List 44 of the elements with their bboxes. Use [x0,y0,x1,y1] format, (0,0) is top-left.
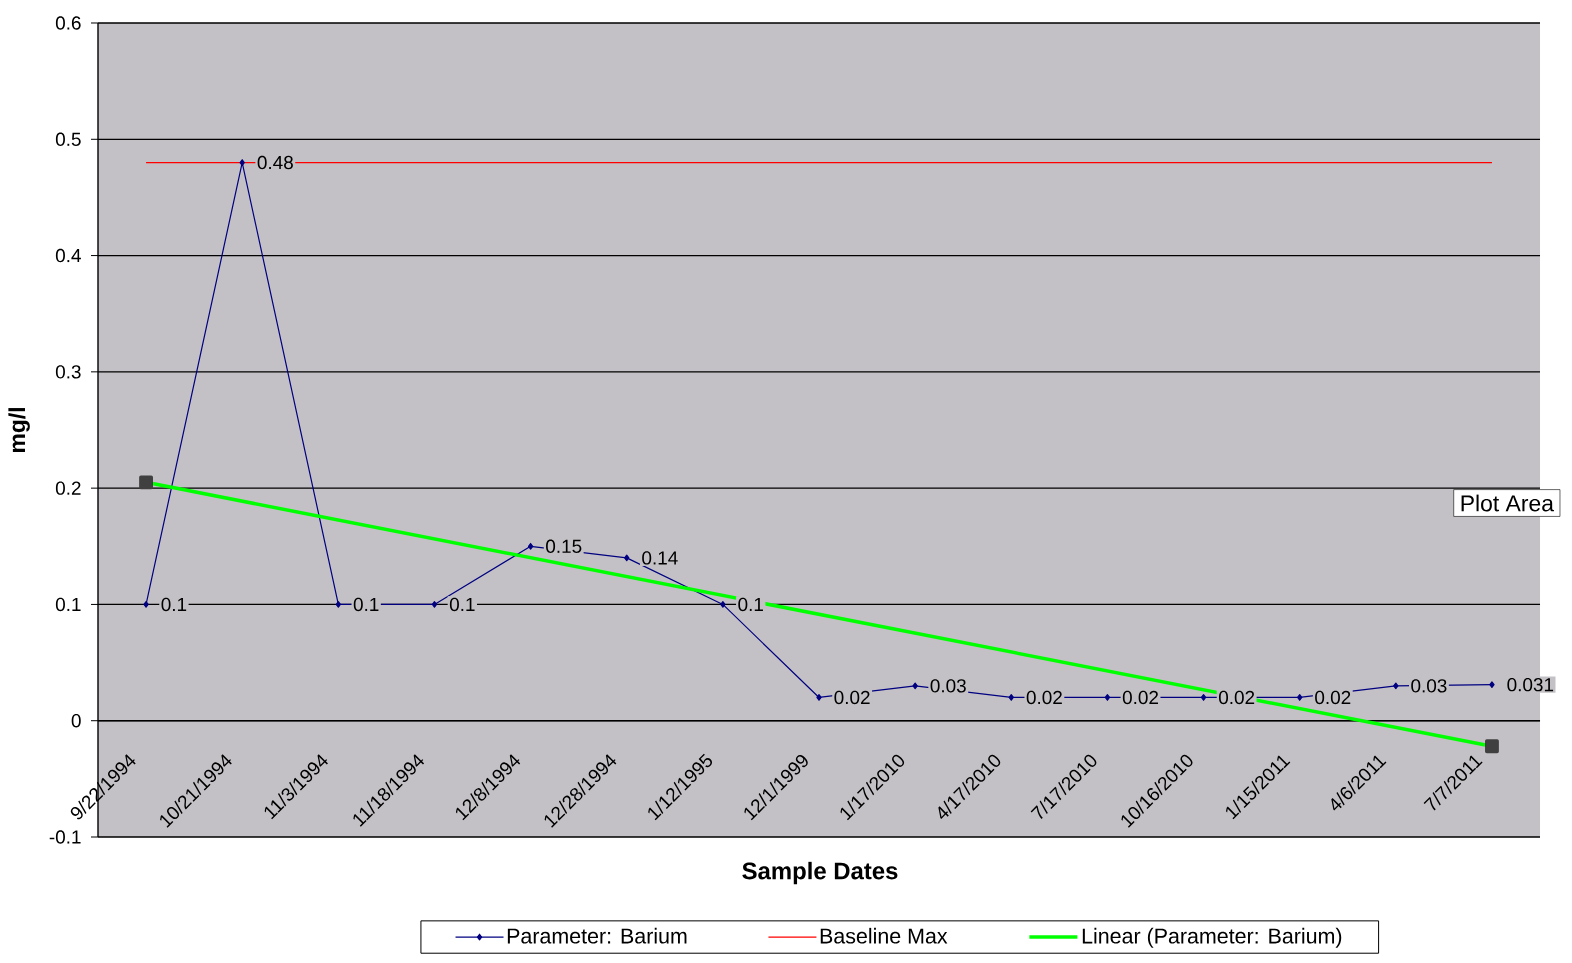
point [431,601,438,608]
data-label: 0.03 [1411,679,1447,693]
point [1104,694,1111,701]
data-label: 0.02 [1315,690,1351,705]
point [1489,681,1495,689]
data-label: 0.031 [1507,677,1554,692]
data-label: 0.15 [546,539,582,553]
point [624,554,630,562]
legend-label: Parameter: Barium [507,927,687,944]
data-label: 0.48 [257,155,293,170]
data-label: 0.1 [449,597,475,612]
y-tick-label: 0.4 [55,248,81,263]
data-label: 0.03 [930,679,966,693]
data-label: 0.1 [353,597,379,612]
point [335,601,342,608]
y-tick-label: 0.5 [55,132,81,146]
data-label: 0.02 [834,690,870,705]
y-axis-title: mg/l [8,408,30,453]
point [720,601,726,608]
point [143,601,149,608]
data-label: 0.02 [1026,690,1062,705]
point [1393,682,1399,690]
y-tick-label: -0.1 [49,830,81,844]
y-tick-label: 0.2 [55,481,81,495]
data-label: 0.1 [161,597,187,612]
point [239,159,245,166]
data-label: 0.02 [1218,690,1255,705]
data-label: 0.1 [738,597,763,612]
point [1008,694,1014,701]
legend-label: Baseline Max [820,927,948,944]
point [912,682,918,690]
x-axis-title: Sample Dates [742,861,898,885]
legend-label: Linear (Parameter: Barium) [1082,927,1342,948]
y-tick-label: 0.3 [55,365,81,379]
y-tick-label: 0 [71,714,81,728]
y-tick-label: 0.6 [55,16,81,30]
annotation: Plot Area [1461,494,1554,512]
point [1296,694,1303,701]
point [1200,694,1207,701]
y-tick-label: 0.1 [55,597,81,612]
point [816,694,822,701]
data-label: 0.14 [642,551,678,565]
point [527,542,534,550]
data-label: 0.02 [1122,690,1158,705]
